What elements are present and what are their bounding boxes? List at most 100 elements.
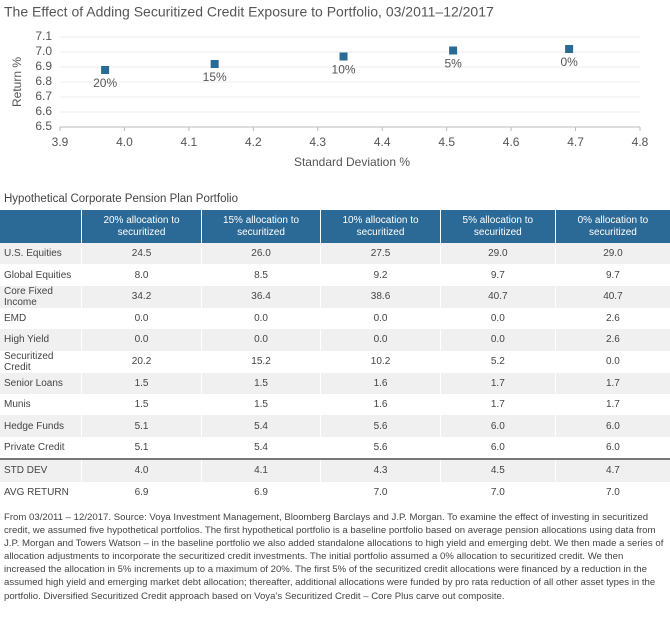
table-title: Hypothetical Corporate Pension Plan Port… [4,193,238,205]
cell: 26.0 [200,243,321,265]
cell: 9.7 [439,264,556,286]
point [565,45,574,53]
cell: 5.6 [320,415,441,437]
cell: 1.5 [200,372,321,394]
row-label: Hedge Funds [0,415,82,437]
row-label: Senior Loans [0,372,82,394]
table-row: EMD 0.0 0.0 0.0 0.0 2.6 [0,307,670,330]
row-label: High Yield [0,329,82,351]
cell: 5.2 [439,350,556,373]
cell: 24.5 [81,243,202,265]
cell: 27.5 [320,243,441,265]
cell: 8.5 [200,264,321,286]
cell: 0.0 [439,329,556,351]
cell: 5.1 [81,436,202,460]
header-cell [0,210,82,243]
header-cell: 0% allocation to securitized [554,210,670,243]
cell: 20.2 [81,350,202,373]
cell: 1.7 [554,372,670,394]
cell: 5.6 [320,436,441,460]
point-label: 10% [332,63,356,77]
cell: 0.0 [320,329,441,351]
x-tick-label: 4.5 [438,135,455,149]
cell: 6.0 [439,415,556,437]
x-tick-label: 4.0 [116,135,133,149]
point-label: 20% [93,76,117,90]
cell: 0.0 [439,307,556,330]
table-row: Securitized Credit 20.2 15.2 10.2 5.2 0.0 [0,350,670,373]
cell: 2.6 [554,307,670,330]
point [339,52,348,61]
footnote: From 03/2011 – 12/2017. Source: Voya Inv… [4,512,664,602]
y-tick-label: 6.7 [35,89,52,103]
cell: 5.4 [200,436,321,460]
cell: 40.7 [439,285,556,308]
cell: 7.0 [554,481,670,503]
table-row: AVG RETURN 6.9 6.9 7.0 7.0 7.0 [0,481,670,503]
cell: 7.0 [320,481,441,503]
x-tick-label: 4.4 [374,135,391,149]
cell: 6.0 [554,436,670,460]
cell: 6.0 [554,415,670,437]
table: 20% allocation to securitized 15% allocat… [0,210,670,503]
point-label: 15% [203,70,227,84]
cell: 1.5 [81,393,202,416]
cell: 0.0 [320,307,441,330]
table-row: Hedge Funds 5.1 5.4 5.6 6.0 6.0 [0,415,670,437]
cell: 0.0 [81,329,202,351]
table-row: High Yield 0.0 0.0 0.0 0.0 2.6 [0,329,670,351]
row-label: Munis [4,399,31,411]
point-label: 0% [560,55,578,69]
y-axis-title: Return % [10,57,24,107]
cell: 9.7 [554,264,670,286]
row-label: U.S. Equities [0,243,82,265]
point [449,46,458,55]
cell: 4.1 [200,458,321,482]
cell: 1.7 [439,393,556,416]
cell: 6.0 [439,436,556,460]
cell: 6.9 [200,481,321,503]
cell: 34.2 [81,285,202,308]
row-label: Core Fixed Income [0,285,82,308]
point [210,60,219,68]
table-row: Senior Loans 1.5 1.5 1.6 1.7 1.7 [0,372,670,394]
header-cell: 10% allocation to securitized [320,210,441,243]
header-cell: 5% allocation to securitized [439,210,556,243]
cell: 0.0 [200,329,321,351]
cell: 1.7 [554,393,670,416]
cell: 0.0 [81,307,202,330]
cell: 29.0 [554,243,670,265]
x-tick-label: 4.8 [632,135,649,149]
row-label: STD DEV [0,458,82,482]
x-axis-title: Standard Deviation % [294,155,410,169]
cell: 1.7 [439,372,556,394]
cell: 36.4 [200,285,321,308]
cell: 4.0 [81,458,202,482]
cell: 4.3 [320,458,441,482]
table-row: Global Equities 8.0 8.5 9.2 9.7 9.7 [0,264,670,286]
row-label: Global Equities [4,269,72,281]
header-cell: 20% allocation to securitized [81,210,202,243]
header-cell: 15% allocation to securitized [200,210,321,243]
x-tick-label: 4.1 [181,135,198,149]
cell: 5.4 [200,415,321,437]
y-tick-label: 7.1 [35,29,52,43]
cell: 1.5 [81,372,202,394]
table-row: Private Credit 5.1 5.4 5.6 6.0 6.0 [0,436,670,460]
cell: 15.2 [200,350,321,373]
cell: 40.7 [554,285,670,308]
cell: 29.0 [439,243,556,265]
x-tick-label: 4.7 [567,135,584,149]
cell: 10.2 [320,350,441,373]
cell: 1.6 [320,372,441,394]
cell: 0.0 [200,307,321,330]
row-label: Securitized Credit [4,350,54,373]
y-tick-label: 6.9 [35,59,52,73]
row-label: Private Credit [4,441,65,453]
table-row: STD DEV 4.0 4.1 4.3 4.5 4.7 [0,458,670,482]
cell: 0.0 [554,350,670,373]
x-tick-label: 4.3 [309,135,326,149]
x-tick-label: 4.2 [245,135,262,149]
y-tick-label: 6.5 [35,119,52,133]
